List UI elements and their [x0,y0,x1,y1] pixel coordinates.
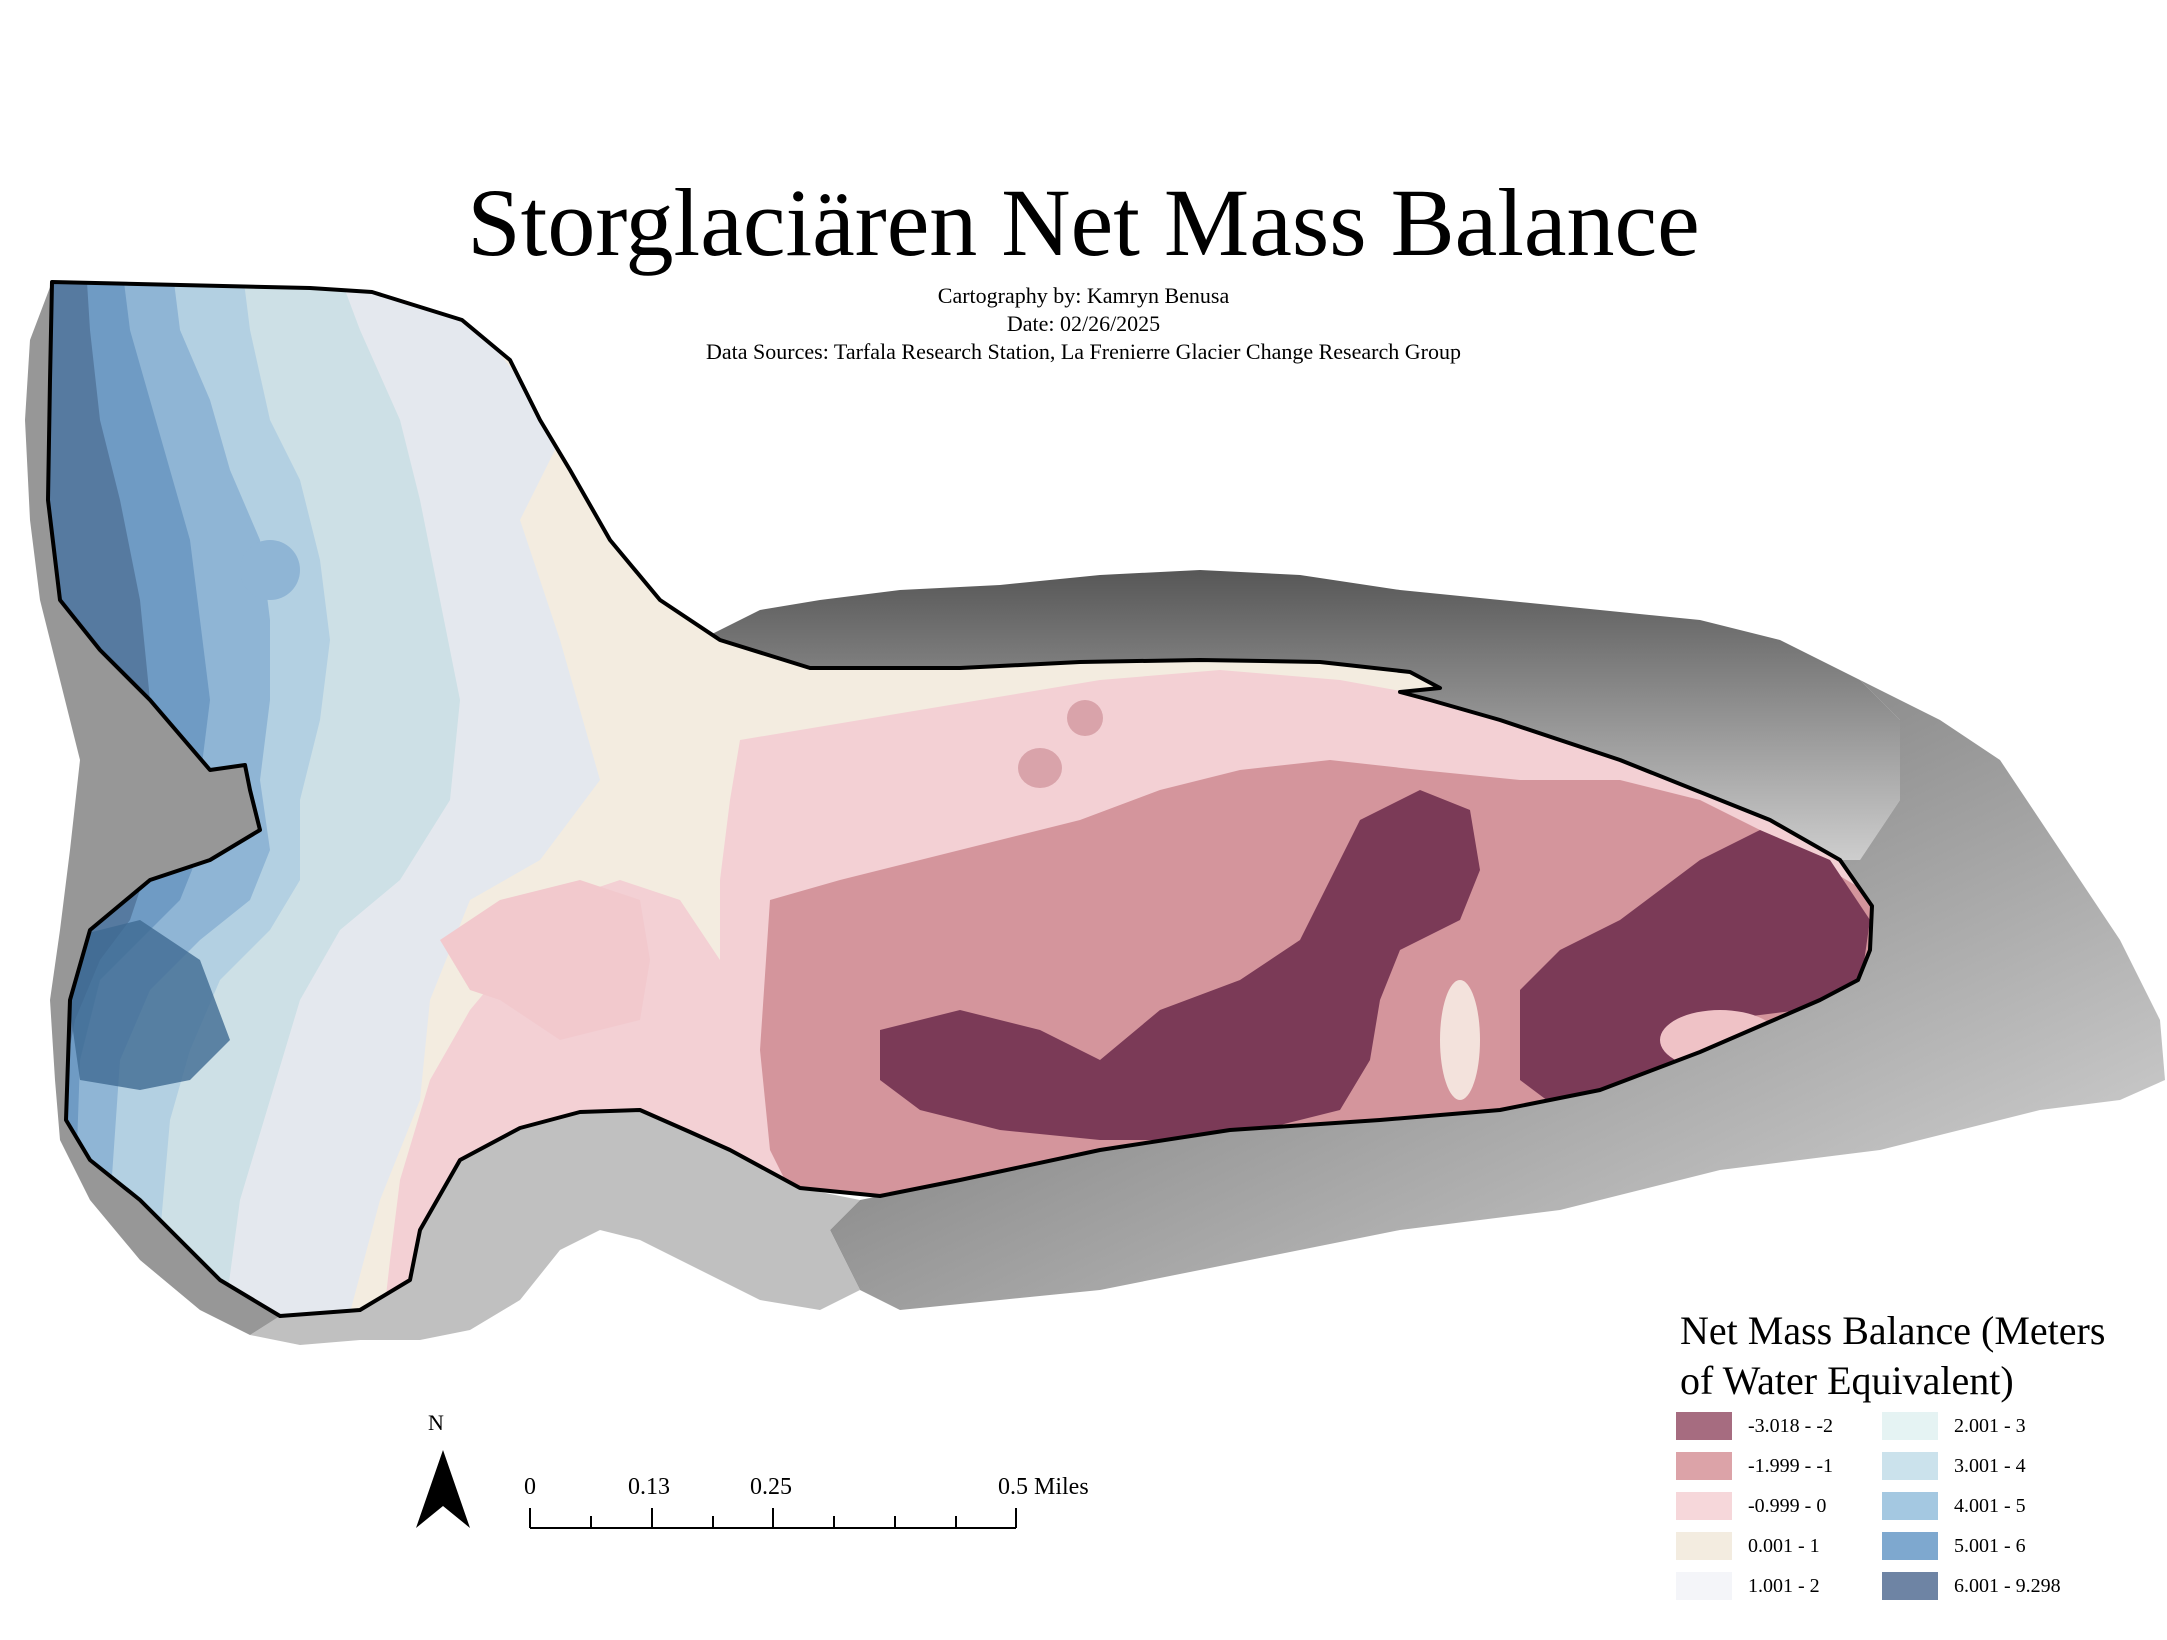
legend-swatch [1676,1532,1732,1560]
legend-swatch [1882,1412,1938,1440]
legend-title: Net Mass Balance (Meters of Water Equiva… [1680,1306,2150,1406]
legend-label: 5.001 - 6 [1954,1535,2026,1557]
legend-label: 3.001 - 4 [1954,1455,2026,1477]
scale-label-05-miles: 0.5 Miles [998,1474,1089,1500]
legend-swatch [1676,1452,1732,1480]
legend-swatch [1676,1572,1732,1600]
zone-neg2-to-neg1-west [440,880,650,1040]
scale-label-013: 0.13 [628,1474,670,1500]
legend-label: 0.001 - 1 [1748,1535,1820,1557]
legend-title-line-2: of Water Equivalent) [1680,1358,2014,1403]
glacier-outline [46,280,1874,1318]
legend-swatch [1676,1492,1732,1520]
zone-neg3-to-neg2 [880,790,1480,1140]
east-terrain [830,680,2165,1310]
legend-label: -3.018 - -2 [1748,1415,1833,1437]
west-terrain [25,282,280,1335]
north-label: N [428,1410,444,1435]
scale-label-0: 0 [524,1474,536,1500]
scale-bar [529,1508,1017,1529]
legend-label: 4.001 - 5 [1954,1495,2026,1517]
legend-label: 2.001 - 3 [1954,1415,2026,1437]
zone-4-to-5-patch [240,540,300,600]
zone-6-plus-lower [60,920,230,1090]
zone-neg2-to-neg1-spot-2 [1067,700,1103,736]
legend-swatch [1882,1492,1938,1520]
cartography-credit: Cartography by: Kamryn Benusa [937,283,1230,308]
map-title: Storglaciären Net Mass Balance [467,169,1700,276]
zone-neg2-to-neg1-spot-1 [1018,748,1062,788]
legend-label: 6.001 - 9.298 [1954,1575,2061,1597]
north-arrow-icon [416,1450,470,1528]
scale-label-025: 0.25 [750,1474,792,1500]
zone-0-to-1-patch [1440,980,1480,1100]
north-ridge [700,570,1900,860]
legend-label: -0.999 - 0 [1748,1495,1827,1517]
legend-title-line-1: Net Mass Balance (Meters [1680,1308,2106,1353]
legend-label: -1.999 - -1 [1748,1455,1833,1477]
legend-label: 1.001 - 2 [1748,1575,1820,1597]
legend-swatch [1882,1572,1938,1600]
data-sources: Data Sources: Tarfala Research Station, … [706,339,1461,364]
map-date: Date: 02/26/2025 [1006,311,1161,336]
legend-swatch [1676,1412,1732,1440]
zone-neg3-to-neg2-east [1520,830,1870,1110]
legend-swatch [1882,1452,1938,1480]
legend-swatch [1882,1532,1938,1560]
